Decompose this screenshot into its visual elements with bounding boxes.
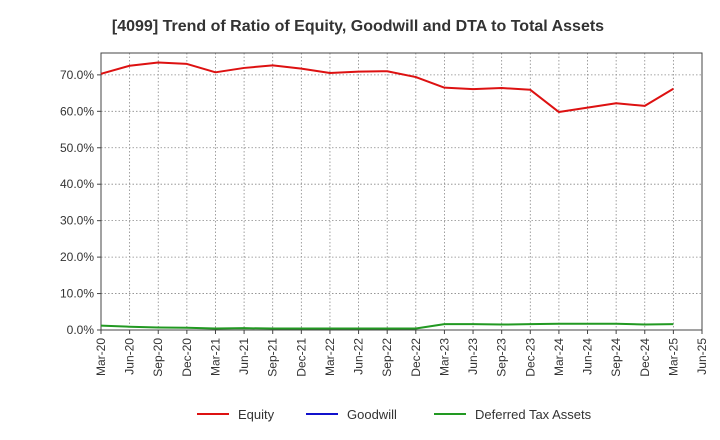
y-tick-label: 20.0%: [60, 250, 94, 264]
x-tick-label: Dec-24: [638, 338, 652, 377]
x-tick-label: Mar-20: [94, 338, 108, 376]
x-tick-label: Mar-23: [437, 338, 451, 376]
y-tick-label: 70.0%: [60, 68, 94, 82]
y-tick-label: 0.0%: [67, 323, 95, 337]
x-tick-label: Mar-24: [552, 338, 566, 376]
legend: Equity Goodwill Deferred Tax Assets: [197, 407, 592, 422]
x-tick-label: Sep-23: [495, 338, 509, 377]
legend-label-deferred-tax-assets: Deferred Tax Assets: [475, 407, 592, 422]
plot-frame: [100, 52, 703, 331]
x-tick-label: Dec-23: [523, 338, 537, 377]
x-tick-label: Sep-21: [266, 338, 280, 377]
x-tick-label: Sep-20: [151, 338, 165, 377]
legend-label-equity: Equity: [238, 407, 275, 422]
x-tick-label: Jun-21: [237, 338, 251, 375]
axis-layer: 0.0% 10.0% 20.0% 30.0% 40.0% 50.0% 60.0% 70.0% M…: [60, 52, 709, 377]
grid-layer: [101, 53, 702, 330]
x-tick-label: Mar-22: [323, 338, 337, 376]
y-tick-label: 50.0%: [60, 141, 94, 155]
series-line-deferred-tax-assets: [100, 322, 674, 330]
x-tick-label: Sep-24: [609, 338, 623, 377]
y-tick-label: 40.0%: [60, 177, 94, 191]
y-tick-label: 10.0%: [60, 287, 94, 301]
series-layer: [100, 61, 674, 330]
x-tick-label: Jun-25: [695, 338, 709, 375]
y-tick-label: 60.0%: [60, 104, 94, 118]
x-tick-label: Mar-25: [666, 338, 680, 376]
x-tick-label: Dec-21: [294, 338, 308, 377]
x-tick-label: Dec-20: [180, 338, 194, 377]
x-tick-label: Sep-22: [380, 338, 394, 377]
series-line-equity: [100, 61, 674, 114]
x-tick-label: Jun-22: [352, 338, 366, 375]
y-tick-label: 30.0%: [60, 214, 94, 228]
chart-title: [4099] Trend of Ratio of Equity, Goodwil…: [112, 18, 604, 35]
x-tick-label: Jun-23: [466, 338, 480, 375]
x-tick-label: Jun-20: [123, 338, 137, 375]
x-tick-label: Mar-21: [208, 338, 222, 376]
x-tick-label: Jun-24: [581, 338, 595, 375]
x-tick-label: Dec-22: [409, 338, 423, 377]
legend-label-goodwill: Goodwill: [347, 407, 397, 422]
